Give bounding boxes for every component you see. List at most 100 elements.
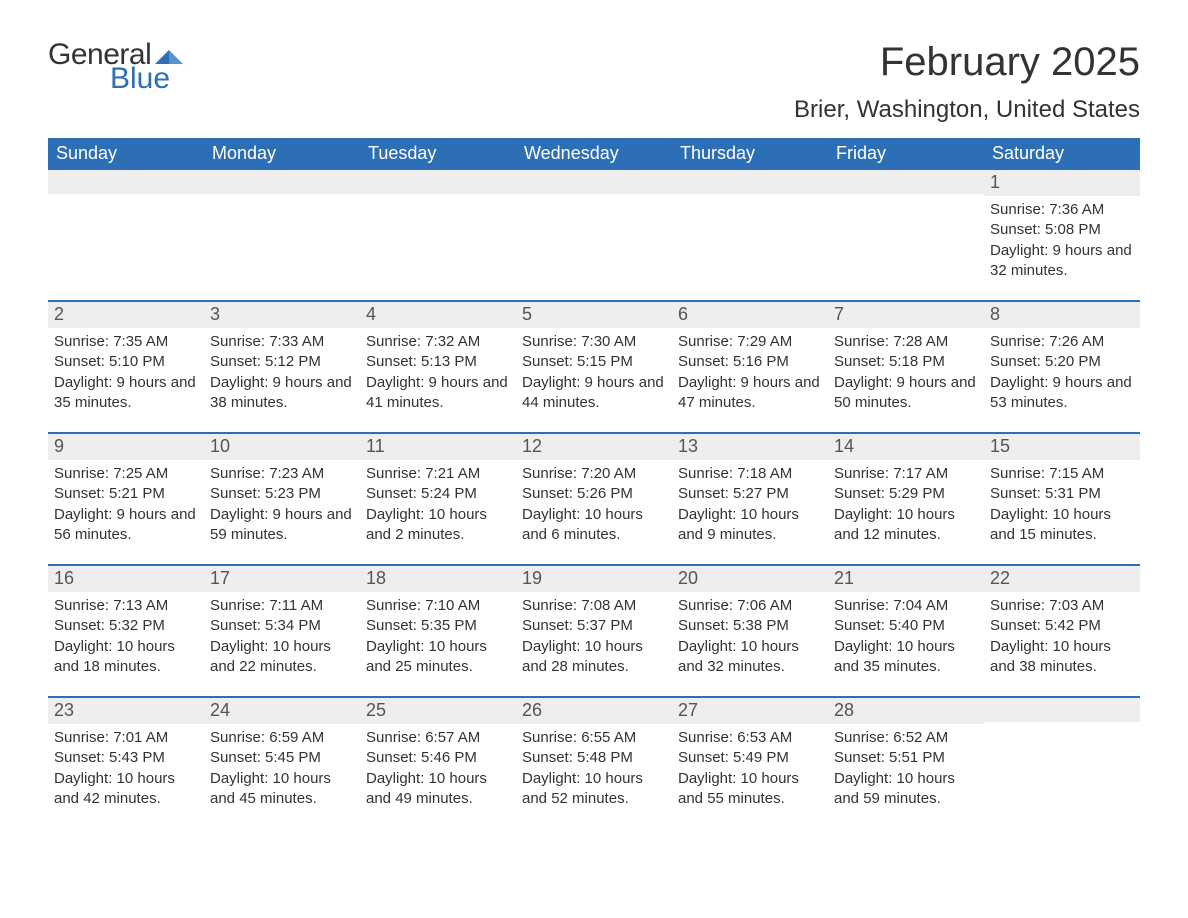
calendar: Sunday Monday Tuesday Wednesday Thursday… bbox=[48, 138, 1140, 828]
day-names-row: Sunday Monday Tuesday Wednesday Thursday… bbox=[48, 138, 1140, 170]
sunset-text: Sunset: 5:13 PM bbox=[366, 352, 510, 372]
sunrise-text: Sunrise: 7:36 AM bbox=[990, 200, 1134, 220]
calendar-cell: 24Sunrise: 6:59 AMSunset: 5:45 PMDayligh… bbox=[204, 698, 360, 828]
day-number bbox=[984, 698, 1140, 722]
calendar-cell bbox=[672, 170, 828, 300]
calendar-cell: 12Sunrise: 7:20 AMSunset: 5:26 PMDayligh… bbox=[516, 434, 672, 564]
day-body bbox=[672, 194, 828, 204]
sunset-text: Sunset: 5:43 PM bbox=[54, 748, 198, 768]
daylight-text: Daylight: 10 hours and 28 minutes. bbox=[522, 637, 666, 678]
daylight-text: Daylight: 9 hours and 38 minutes. bbox=[210, 373, 354, 414]
dayname-saturday: Saturday bbox=[984, 138, 1140, 170]
sunset-text: Sunset: 5:48 PM bbox=[522, 748, 666, 768]
day-body: Sunrise: 6:57 AMSunset: 5:46 PMDaylight:… bbox=[360, 724, 516, 815]
sunset-text: Sunset: 5:23 PM bbox=[210, 484, 354, 504]
day-body: Sunrise: 7:35 AMSunset: 5:10 PMDaylight:… bbox=[48, 328, 204, 419]
calendar-cell: 9Sunrise: 7:25 AMSunset: 5:21 PMDaylight… bbox=[48, 434, 204, 564]
day-body: Sunrise: 7:08 AMSunset: 5:37 PMDaylight:… bbox=[516, 592, 672, 683]
daylight-text: Daylight: 10 hours and 6 minutes. bbox=[522, 505, 666, 546]
daylight-text: Daylight: 9 hours and 32 minutes. bbox=[990, 241, 1134, 282]
daylight-text: Daylight: 10 hours and 55 minutes. bbox=[678, 769, 822, 810]
daylight-text: Daylight: 10 hours and 45 minutes. bbox=[210, 769, 354, 810]
calendar-cell: 21Sunrise: 7:04 AMSunset: 5:40 PMDayligh… bbox=[828, 566, 984, 696]
calendar-cell: 22Sunrise: 7:03 AMSunset: 5:42 PMDayligh… bbox=[984, 566, 1140, 696]
daylight-text: Daylight: 9 hours and 53 minutes. bbox=[990, 373, 1134, 414]
sunset-text: Sunset: 5:42 PM bbox=[990, 616, 1134, 636]
sunrise-text: Sunrise: 7:13 AM bbox=[54, 596, 198, 616]
day-body: Sunrise: 7:15 AMSunset: 5:31 PMDaylight:… bbox=[984, 460, 1140, 551]
daylight-text: Daylight: 10 hours and 52 minutes. bbox=[522, 769, 666, 810]
day-body: Sunrise: 7:28 AMSunset: 5:18 PMDaylight:… bbox=[828, 328, 984, 419]
day-body: Sunrise: 7:20 AMSunset: 5:26 PMDaylight:… bbox=[516, 460, 672, 551]
day-number: 19 bbox=[516, 566, 672, 592]
day-body: Sunrise: 7:18 AMSunset: 5:27 PMDaylight:… bbox=[672, 460, 828, 551]
day-body bbox=[516, 194, 672, 204]
sunrise-text: Sunrise: 7:32 AM bbox=[366, 332, 510, 352]
sunrise-text: Sunrise: 7:08 AM bbox=[522, 596, 666, 616]
daylight-text: Daylight: 10 hours and 15 minutes. bbox=[990, 505, 1134, 546]
calendar-cell: 1Sunrise: 7:36 AMSunset: 5:08 PMDaylight… bbox=[984, 170, 1140, 300]
day-number: 25 bbox=[360, 698, 516, 724]
day-body: Sunrise: 7:33 AMSunset: 5:12 PMDaylight:… bbox=[204, 328, 360, 419]
calendar-cell bbox=[360, 170, 516, 300]
day-body: Sunrise: 7:30 AMSunset: 5:15 PMDaylight:… bbox=[516, 328, 672, 419]
sunrise-text: Sunrise: 7:26 AM bbox=[990, 332, 1134, 352]
day-number bbox=[672, 170, 828, 194]
sunrise-text: Sunrise: 7:29 AM bbox=[678, 332, 822, 352]
page-title: February 2025 bbox=[794, 40, 1140, 84]
daylight-text: Daylight: 10 hours and 42 minutes. bbox=[54, 769, 198, 810]
day-body: Sunrise: 7:04 AMSunset: 5:40 PMDaylight:… bbox=[828, 592, 984, 683]
day-number: 18 bbox=[360, 566, 516, 592]
daylight-text: Daylight: 10 hours and 18 minutes. bbox=[54, 637, 198, 678]
sunrise-text: Sunrise: 7:28 AM bbox=[834, 332, 978, 352]
dayname-tuesday: Tuesday bbox=[360, 138, 516, 170]
sunrise-text: Sunrise: 7:33 AM bbox=[210, 332, 354, 352]
day-body bbox=[48, 194, 204, 204]
sunrise-text: Sunrise: 7:30 AM bbox=[522, 332, 666, 352]
dayname-friday: Friday bbox=[828, 138, 984, 170]
calendar-cell: 5Sunrise: 7:30 AMSunset: 5:15 PMDaylight… bbox=[516, 302, 672, 432]
day-body: Sunrise: 7:06 AMSunset: 5:38 PMDaylight:… bbox=[672, 592, 828, 683]
day-body: Sunrise: 7:36 AMSunset: 5:08 PMDaylight:… bbox=[984, 196, 1140, 287]
sunset-text: Sunset: 5:38 PM bbox=[678, 616, 822, 636]
sunset-text: Sunset: 5:49 PM bbox=[678, 748, 822, 768]
calendar-cell: 19Sunrise: 7:08 AMSunset: 5:37 PMDayligh… bbox=[516, 566, 672, 696]
day-body: Sunrise: 7:23 AMSunset: 5:23 PMDaylight:… bbox=[204, 460, 360, 551]
calendar-cell: 8Sunrise: 7:26 AMSunset: 5:20 PMDaylight… bbox=[984, 302, 1140, 432]
day-number bbox=[516, 170, 672, 194]
day-body: Sunrise: 7:25 AMSunset: 5:21 PMDaylight:… bbox=[48, 460, 204, 551]
calendar-cell: 7Sunrise: 7:28 AMSunset: 5:18 PMDaylight… bbox=[828, 302, 984, 432]
calendar-cell: 16Sunrise: 7:13 AMSunset: 5:32 PMDayligh… bbox=[48, 566, 204, 696]
sunset-text: Sunset: 5:18 PM bbox=[834, 352, 978, 372]
calendar-cell: 20Sunrise: 7:06 AMSunset: 5:38 PMDayligh… bbox=[672, 566, 828, 696]
calendar-week: 1Sunrise: 7:36 AMSunset: 5:08 PMDaylight… bbox=[48, 170, 1140, 300]
page-subtitle: Brier, Washington, United States bbox=[794, 96, 1140, 124]
daylight-text: Daylight: 10 hours and 12 minutes. bbox=[834, 505, 978, 546]
day-body: Sunrise: 7:21 AMSunset: 5:24 PMDaylight:… bbox=[360, 460, 516, 551]
sunrise-text: Sunrise: 7:04 AM bbox=[834, 596, 978, 616]
calendar-cell: 25Sunrise: 6:57 AMSunset: 5:46 PMDayligh… bbox=[360, 698, 516, 828]
day-number: 12 bbox=[516, 434, 672, 460]
title-block: February 2025 Brier, Washington, United … bbox=[794, 40, 1140, 124]
logo: General Blue bbox=[48, 40, 183, 94]
calendar-week: 2Sunrise: 7:35 AMSunset: 5:10 PMDaylight… bbox=[48, 300, 1140, 432]
sunrise-text: Sunrise: 6:52 AM bbox=[834, 728, 978, 748]
day-number bbox=[48, 170, 204, 194]
sunrise-text: Sunrise: 7:23 AM bbox=[210, 464, 354, 484]
sunset-text: Sunset: 5:31 PM bbox=[990, 484, 1134, 504]
day-number: 13 bbox=[672, 434, 828, 460]
calendar-page: General Blue February 2025 Brier, Washin… bbox=[0, 0, 1188, 918]
daylight-text: Daylight: 10 hours and 9 minutes. bbox=[678, 505, 822, 546]
sunset-text: Sunset: 5:45 PM bbox=[210, 748, 354, 768]
dayname-monday: Monday bbox=[204, 138, 360, 170]
daylight-text: Daylight: 9 hours and 50 minutes. bbox=[834, 373, 978, 414]
sunset-text: Sunset: 5:24 PM bbox=[366, 484, 510, 504]
sunset-text: Sunset: 5:08 PM bbox=[990, 220, 1134, 240]
day-number bbox=[828, 170, 984, 194]
day-number: 1 bbox=[984, 170, 1140, 196]
sunset-text: Sunset: 5:35 PM bbox=[366, 616, 510, 636]
sunset-text: Sunset: 5:40 PM bbox=[834, 616, 978, 636]
day-number: 2 bbox=[48, 302, 204, 328]
calendar-cell: 11Sunrise: 7:21 AMSunset: 5:24 PMDayligh… bbox=[360, 434, 516, 564]
calendar-cell: 10Sunrise: 7:23 AMSunset: 5:23 PMDayligh… bbox=[204, 434, 360, 564]
